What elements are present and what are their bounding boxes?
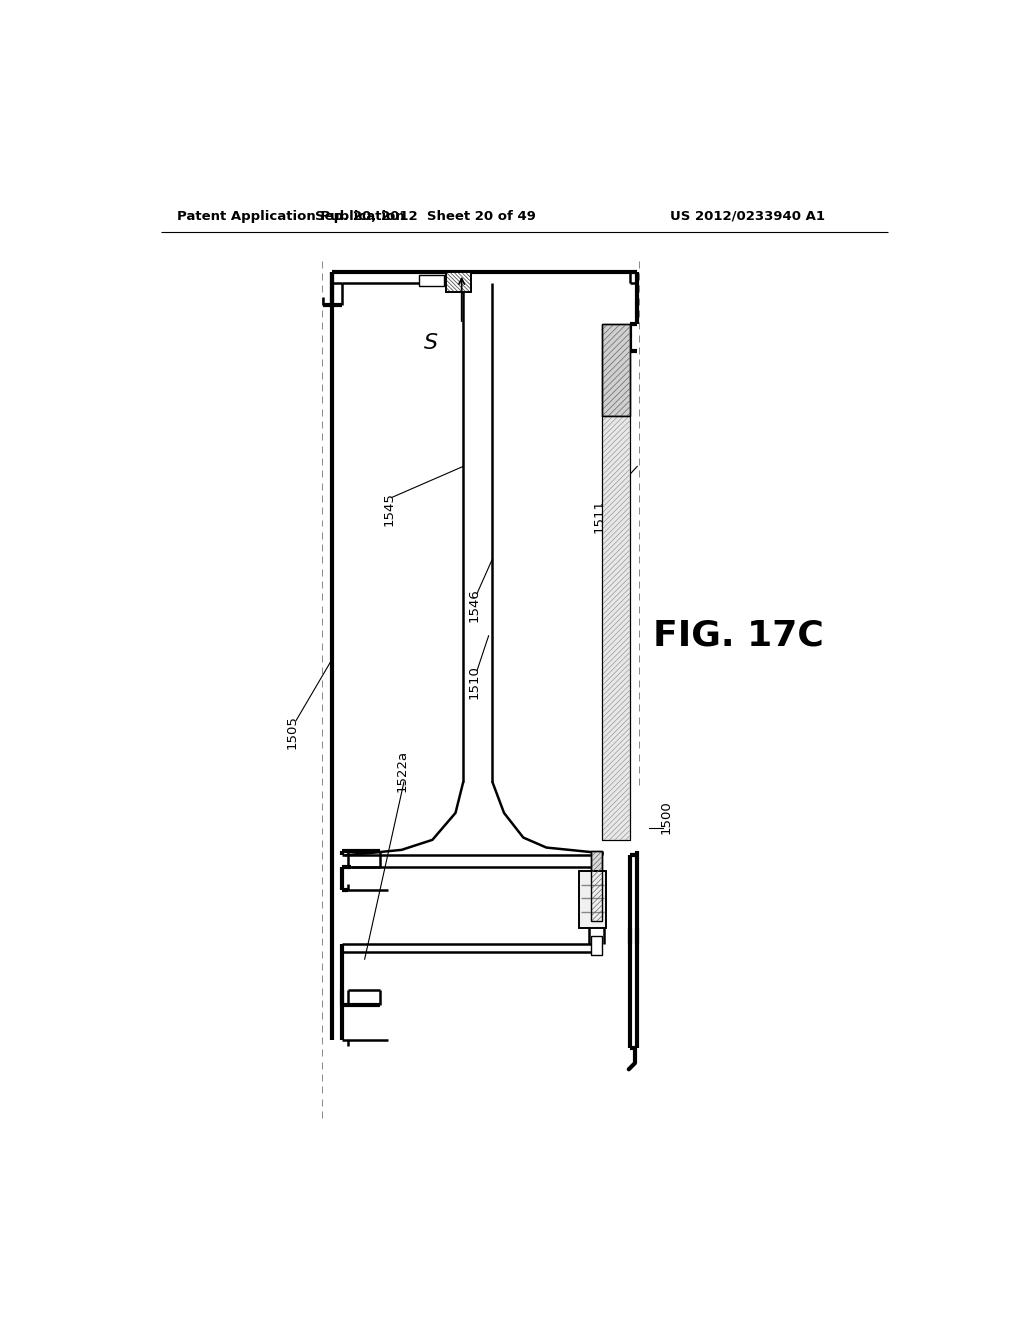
Text: Sep. 20, 2012  Sheet 20 of 49: Sep. 20, 2012 Sheet 20 of 49 bbox=[315, 210, 536, 223]
Text: 1505: 1505 bbox=[286, 715, 299, 748]
Text: US 2012/0233940 A1: US 2012/0233940 A1 bbox=[670, 210, 824, 223]
Bar bbox=[446, 272, 471, 292]
Text: 1546: 1546 bbox=[468, 589, 480, 622]
Text: Patent Application Publication: Patent Application Publication bbox=[177, 210, 404, 223]
Bar bbox=[591, 851, 602, 921]
Text: 1500: 1500 bbox=[659, 800, 672, 834]
Bar bbox=[602, 416, 630, 840]
Bar bbox=[580, 871, 605, 928]
Text: 1511: 1511 bbox=[592, 499, 605, 533]
Bar bbox=[446, 272, 471, 292]
Bar bbox=[591, 936, 602, 956]
Text: S: S bbox=[424, 333, 438, 354]
Bar bbox=[591, 851, 602, 921]
Text: 1510: 1510 bbox=[468, 665, 480, 698]
Bar bbox=[602, 323, 630, 416]
Bar bbox=[419, 275, 444, 286]
Bar bbox=[602, 416, 630, 840]
Bar bbox=[580, 871, 605, 928]
Bar bbox=[602, 323, 630, 416]
Text: FIG. 17C: FIG. 17C bbox=[653, 619, 824, 653]
Text: 1522a: 1522a bbox=[395, 750, 409, 792]
Text: 1545: 1545 bbox=[383, 492, 396, 525]
